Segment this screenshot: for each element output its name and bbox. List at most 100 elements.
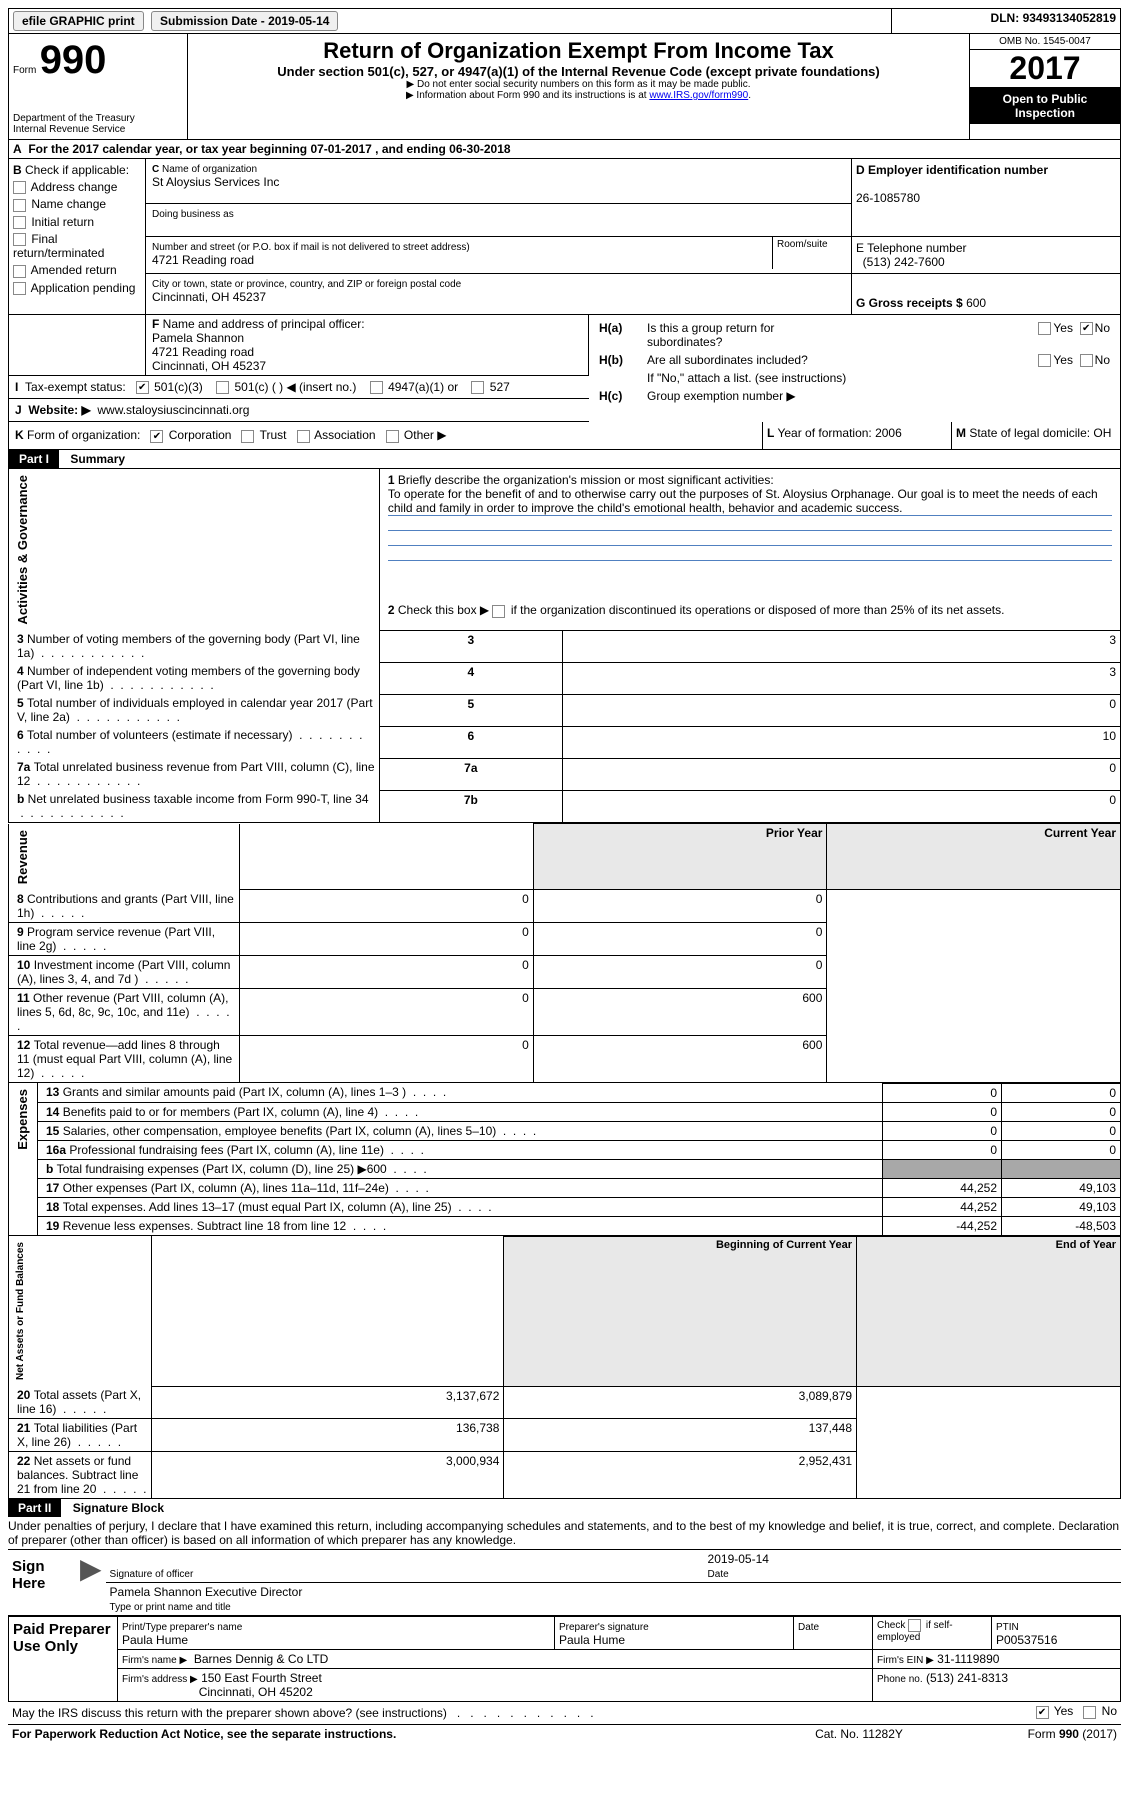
ha-yes-check[interactable] xyxy=(1038,322,1051,335)
sig-date-value: 2019-05-14 xyxy=(708,1552,769,1566)
dln-value: 93493134052819 xyxy=(1023,11,1116,25)
line2-text: Check this box ▶ if the organization dis… xyxy=(398,603,1005,617)
sig-officer-label: Signature of officer xyxy=(110,1569,194,1580)
firm-addr-label: Firm's address ▶ xyxy=(122,1674,198,1685)
gross-receipts-value: 600 xyxy=(966,296,986,310)
secK-opt-0: Corporation xyxy=(169,428,232,442)
dba-label: Doing business as xyxy=(152,209,234,220)
officer-name: Pamela Shannon xyxy=(152,331,244,345)
col-end: End of Year xyxy=(857,1236,1121,1386)
section-fh: F Name and address of principal officer:… xyxy=(8,315,1121,422)
no-label: No xyxy=(1095,321,1110,335)
sig-arrow-icon: ▶ xyxy=(80,1553,102,1584)
discuss-no-check[interactable] xyxy=(1083,1706,1096,1719)
tax-exempt-label: Tax-exempt status: xyxy=(25,380,126,394)
secK-opt-2: Association xyxy=(314,428,375,442)
secB-check-3[interactable] xyxy=(13,233,26,246)
yes-label: Yes xyxy=(1053,353,1073,367)
prep-date-label: Date xyxy=(798,1622,819,1633)
hb-no-check[interactable] xyxy=(1080,354,1093,367)
line2-check[interactable] xyxy=(492,605,505,618)
sig-date-label: Date xyxy=(708,1569,729,1580)
self-employed-check[interactable] xyxy=(908,1619,921,1632)
hb-note: If "No," attach a list. (see instruction… xyxy=(643,369,1114,387)
501c3-check[interactable]: ✔ xyxy=(136,381,149,394)
city-label: City or town, state or province, country… xyxy=(152,279,461,290)
open-public-2: Inspection xyxy=(970,106,1120,120)
submission-date-button[interactable]: Submission Date - 2019-05-14 xyxy=(151,11,338,31)
tax-year-range: For the 2017 calendar year, or tax year … xyxy=(28,142,510,156)
secK-check-2[interactable] xyxy=(297,430,310,443)
top-bar: efile GRAPHIC print Submission Date - 20… xyxy=(8,8,1121,34)
side-gov: Activities & Governance xyxy=(13,471,32,629)
sig-name-label: Type or print name and title xyxy=(110,1602,231,1613)
sig-name-value: Pamela Shannon Executive Director xyxy=(110,1585,303,1599)
gross-receipts-label: G Gross receipts $ xyxy=(856,296,963,310)
part1-subtitle: Summary xyxy=(62,452,125,466)
hb-text: Are all subordinates included? xyxy=(643,351,986,369)
firm-phone: (513) 241-8313 xyxy=(926,1671,1008,1685)
discuss-row: May the IRS discuss this return with the… xyxy=(8,1702,1121,1725)
phone-value: (513) 242-7600 xyxy=(863,255,945,269)
501c-check[interactable] xyxy=(216,381,229,394)
secB-check-0[interactable] xyxy=(13,181,26,194)
discuss-text: May the IRS discuss this return with the… xyxy=(12,1706,447,1720)
secB-check-1[interactable] xyxy=(13,199,26,212)
secB-check-2[interactable] xyxy=(13,216,26,229)
ha-no-check[interactable]: ✔ xyxy=(1080,322,1093,335)
street-value: 4721 Reading road xyxy=(152,253,254,267)
m-label: M xyxy=(956,426,966,440)
state-domicile: State of legal domicile: OH xyxy=(969,426,1111,440)
ha-text2: subordinates? xyxy=(647,335,722,349)
declaration-text: Under penalties of perjury, I declare th… xyxy=(8,1517,1121,1550)
secB-check-5[interactable] xyxy=(13,282,26,295)
secK-check-0[interactable]: ✔ xyxy=(150,430,163,443)
part1-title: Part I xyxy=(9,450,59,468)
efile-print-button[interactable]: efile GRAPHIC print xyxy=(13,11,144,31)
prep-name-label: Print/Type preparer's name xyxy=(122,1622,242,1633)
firm-ein-label: Firm's EIN ▶ xyxy=(877,1655,934,1666)
secB-check-4[interactable] xyxy=(13,265,26,278)
ptin-label: PTIN xyxy=(996,1622,1019,1633)
form-subtitle: Under section 501(c), 527, or 4947(a)(1)… xyxy=(196,64,961,79)
form-number: 990 xyxy=(40,38,107,82)
4947-check[interactable] xyxy=(370,381,383,394)
side-rev: Revenue xyxy=(13,826,32,888)
secK-check-1[interactable] xyxy=(241,430,254,443)
firm-city: Cincinnati, OH 45202 xyxy=(199,1685,313,1699)
form-title: Return of Organization Exempt From Incom… xyxy=(196,38,961,64)
footer-right-post: (2017) xyxy=(1079,1727,1117,1741)
opt-527: 527 xyxy=(490,380,510,394)
hb-yes-check[interactable] xyxy=(1038,354,1051,367)
secB-item-4: Amended return xyxy=(31,263,117,277)
line1-text: To operate for the benefit of and to oth… xyxy=(388,487,1112,516)
part2-title: Part II xyxy=(8,1499,61,1517)
firm-name: Barnes Dennig & Co LTD xyxy=(194,1652,329,1666)
org-name: St Aloysius Services Inc xyxy=(152,175,279,189)
form-note1: ▶ Do not enter social security numbers o… xyxy=(196,79,961,90)
col-begin: Beginning of Current Year xyxy=(504,1236,857,1386)
secK-check-3[interactable] xyxy=(386,430,399,443)
paid-preparer-label: Paid Preparer Use Only xyxy=(9,1617,118,1702)
irs-link[interactable]: www.IRS.gov/form990 xyxy=(649,90,748,101)
year-formation: Year of formation: 2006 xyxy=(777,426,901,440)
omb-number: OMB No. 1545-0047 xyxy=(970,34,1120,50)
dept-treasury: Department of the Treasury xyxy=(13,113,183,124)
secB-item-0: Address change xyxy=(31,180,118,194)
firm-phone-label: Phone no. xyxy=(877,1674,923,1685)
paid-preparer-block: Paid Preparer Use Only Print/Type prepar… xyxy=(8,1616,1121,1702)
sign-here-label: Sign Here xyxy=(8,1550,76,1616)
ein-value: 26-1085780 xyxy=(856,191,920,205)
officer-city: Cincinnati, OH 45237 xyxy=(152,359,266,373)
opt-501c3: 501(c)(3) xyxy=(154,380,203,394)
line1-label: Briefly describe the organization's miss… xyxy=(398,473,774,487)
discuss-yes-check[interactable]: ✔ xyxy=(1036,1706,1049,1719)
footer-mid: Cat. No. 11282Y xyxy=(755,1725,963,1743)
form-note2: ▶ Information about Form 990 and its ins… xyxy=(196,90,961,101)
officer-label: Name and address of principal officer: xyxy=(163,317,365,331)
sign-here-block: Sign Here ▶ Signature of officer 2019-05… xyxy=(8,1550,1121,1616)
527-check[interactable] xyxy=(471,381,484,394)
firm-ein: 31-1119890 xyxy=(937,1652,999,1666)
submission-date-label: Submission Date - xyxy=(160,14,265,28)
note2-pre: ▶ Information about Form 990 and its ins… xyxy=(406,90,649,101)
